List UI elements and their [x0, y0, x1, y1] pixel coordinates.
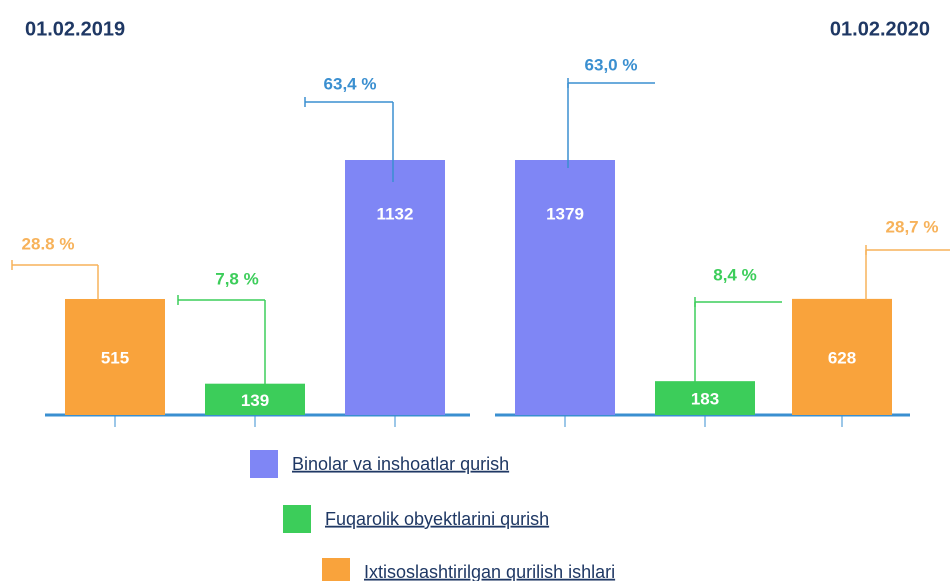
bar-value-label: 183	[691, 390, 719, 409]
share-label: 63,4 %	[324, 74, 377, 93]
bar	[515, 160, 615, 415]
share-label: 28,7 %	[886, 217, 939, 236]
share-label: 63,0 %	[585, 55, 638, 74]
legend-label: Binolar va inshoatlar qurish	[292, 454, 509, 474]
bar-value-label: 1379	[546, 204, 584, 223]
bar-value-label: 1132	[377, 204, 414, 223]
chart-title: 01.02.2020	[830, 18, 930, 40]
share-label: 28.8 %	[22, 234, 75, 253]
legend-swatch	[322, 558, 350, 581]
bar-value-label: 515	[101, 348, 129, 367]
bar-value-label: 628	[828, 348, 856, 367]
bar	[345, 160, 445, 415]
share-label: 7,8 %	[215, 269, 258, 288]
legend-label: Fuqarolik obyektlarini qurish	[325, 509, 549, 529]
bar	[655, 381, 755, 415]
share-label: 8,4 %	[713, 265, 756, 284]
legend-swatch	[250, 450, 278, 478]
chart-title: 01.02.2019	[25, 18, 125, 40]
legend-label: Ixtisoslashtirilgan qurilish ishlari	[364, 562, 615, 581]
bar	[65, 298, 165, 415]
legend-swatch	[283, 505, 311, 533]
bar	[205, 383, 305, 415]
bar-value-label: 139	[241, 391, 269, 410]
bar	[792, 298, 892, 415]
